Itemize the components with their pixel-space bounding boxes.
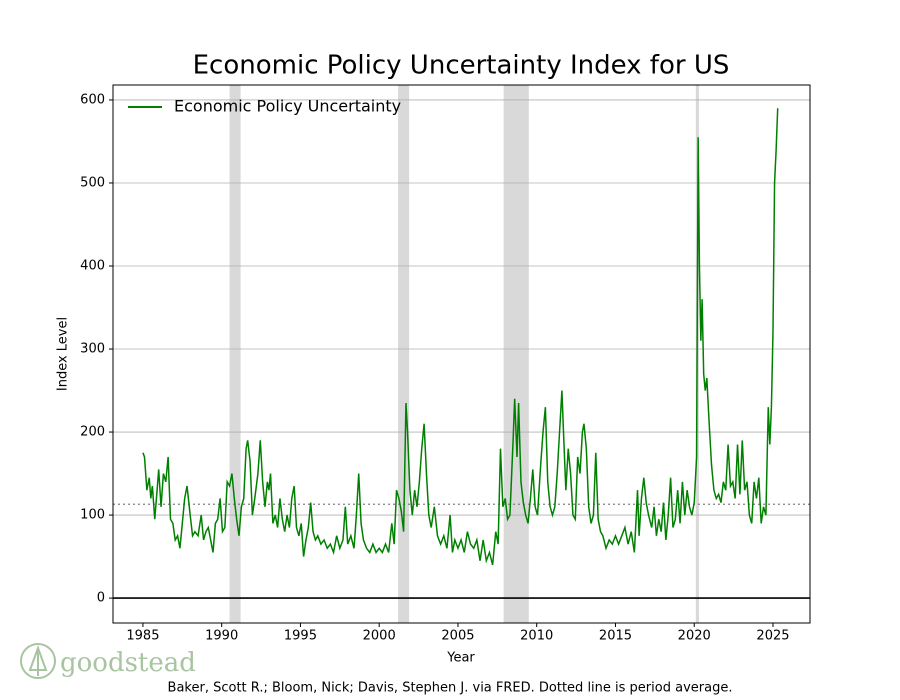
logo: goodstead <box>20 643 196 679</box>
x-tick-label: 1990 <box>205 629 238 644</box>
x-axis-label: Year <box>446 651 475 666</box>
recession-band <box>398 85 410 623</box>
legend-label: Economic Policy Uncertainty <box>174 97 401 116</box>
x-tick-label: 2025 <box>756 629 789 644</box>
y-tick-label: 200 <box>80 425 105 440</box>
recession-band <box>503 85 529 623</box>
y-tick-label: 400 <box>80 258 105 273</box>
logo-ring <box>20 643 56 679</box>
x-tick-label: 2000 <box>363 629 396 644</box>
y-axis-label: Index Level <box>56 317 71 391</box>
x-tick-label: 2010 <box>520 629 553 644</box>
source-note: Baker, Scott R.; Bloom, Nick; Davis, Ste… <box>168 681 733 696</box>
y-tick-label: 600 <box>80 92 105 107</box>
x-tick-label: 1995 <box>284 629 317 644</box>
x-tick-label: 2020 <box>678 629 711 644</box>
logo-text: goodstead <box>60 648 196 678</box>
logo-tree <box>28 645 48 676</box>
y-tick-label: 300 <box>80 342 105 357</box>
recession-band <box>229 85 241 623</box>
x-tick-label: 2015 <box>599 629 632 644</box>
plot-frame <box>112 84 811 624</box>
x-tick-label: 2005 <box>441 629 474 644</box>
x-tick-label: 1985 <box>126 629 159 644</box>
y-tick-label: 100 <box>80 508 105 523</box>
data-line <box>142 108 779 566</box>
y-tick-label: 500 <box>80 175 105 190</box>
chart-title: Economic Policy Uncertainty Index for US <box>193 51 730 81</box>
y-tick-label: 0 <box>97 591 105 606</box>
